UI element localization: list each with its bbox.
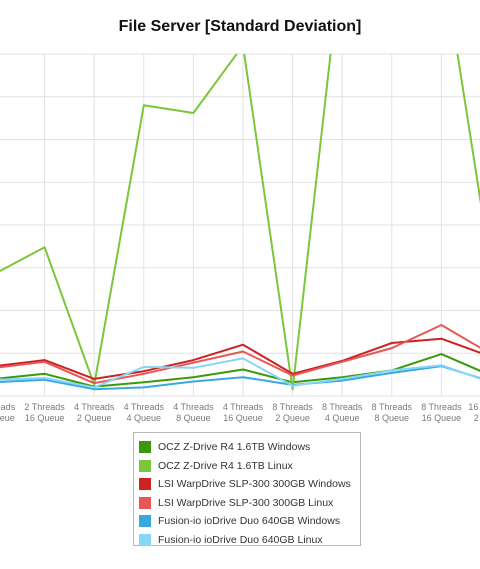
legend-item: OCZ Z-Drive R4 1.6TB Linux — [139, 457, 360, 476]
x-tick-label: 4 Threads 16 Queue — [223, 402, 264, 423]
legend-label: LSI WarpDrive SLP-300 300GB Linux — [158, 496, 334, 509]
x-tick-label: 8 Threads 16 Queue — [421, 402, 462, 423]
x-tick-label: 4 Threads 2 Queue — [74, 402, 115, 423]
legend-item: LSI WarpDrive SLP-300 300GB Linux — [139, 494, 360, 513]
legend-swatch — [139, 478, 151, 491]
x-tick-label: 4 Threads 8 Queue — [173, 402, 214, 423]
x-tick-label: 8 Threads 2 Queue — [272, 402, 313, 423]
series-line-1 — [0, 353, 480, 388]
chart-title: File Server [Standard Deviation] — [118, 18, 362, 35]
legend-swatch — [139, 459, 151, 472]
legend-item: Fusion-io ioDrive Duo 640GB Linux — [139, 531, 360, 550]
x-tick-label: 8 Threads 8 Queue — [372, 402, 413, 423]
legend-label: LSI WarpDrive SLP-300 300GB Windows — [158, 478, 351, 491]
series-line-5 — [0, 365, 480, 391]
legend-label: Fusion-io ioDrive Duo 640GB Linux — [158, 533, 323, 546]
legend-item: LSI WarpDrive SLP-300 300GB Windows — [139, 475, 360, 494]
legend-swatch — [139, 533, 151, 546]
series-line-2 — [0, 54, 480, 391]
series-line-4 — [0, 324, 480, 385]
series-line-6 — [0, 357, 480, 389]
legend-label: Fusion-io ioDrive Duo 640GB Windows — [158, 515, 341, 528]
legend-item: OCZ Z-Drive R4 1.6TB Windows — [139, 438, 360, 457]
x-tick-label: 4 Threads 4 Queue — [124, 402, 165, 423]
legend-label: OCZ Z-Drive R4 1.6TB Linux — [158, 459, 293, 472]
legend-swatch — [139, 496, 151, 509]
series-line-3 — [0, 337, 480, 380]
x-tick-label: 2 Threads 16 Queue — [24, 402, 65, 423]
legend-swatch — [139, 441, 151, 454]
grid — [0, 53, 480, 397]
legend: OCZ Z-Drive R4 1.6TB Windows OCZ Z-Drive … — [133, 432, 361, 546]
x-tick-label: 8 Threads 4 Queue — [322, 402, 363, 423]
series-lines — [0, 54, 480, 391]
legend-item: Fusion-io ioDrive Duo 640GB Windows — [139, 512, 360, 531]
legend-label: OCZ Z-Drive R4 1.6TB Windows — [158, 441, 311, 454]
legend-swatch — [139, 515, 151, 528]
